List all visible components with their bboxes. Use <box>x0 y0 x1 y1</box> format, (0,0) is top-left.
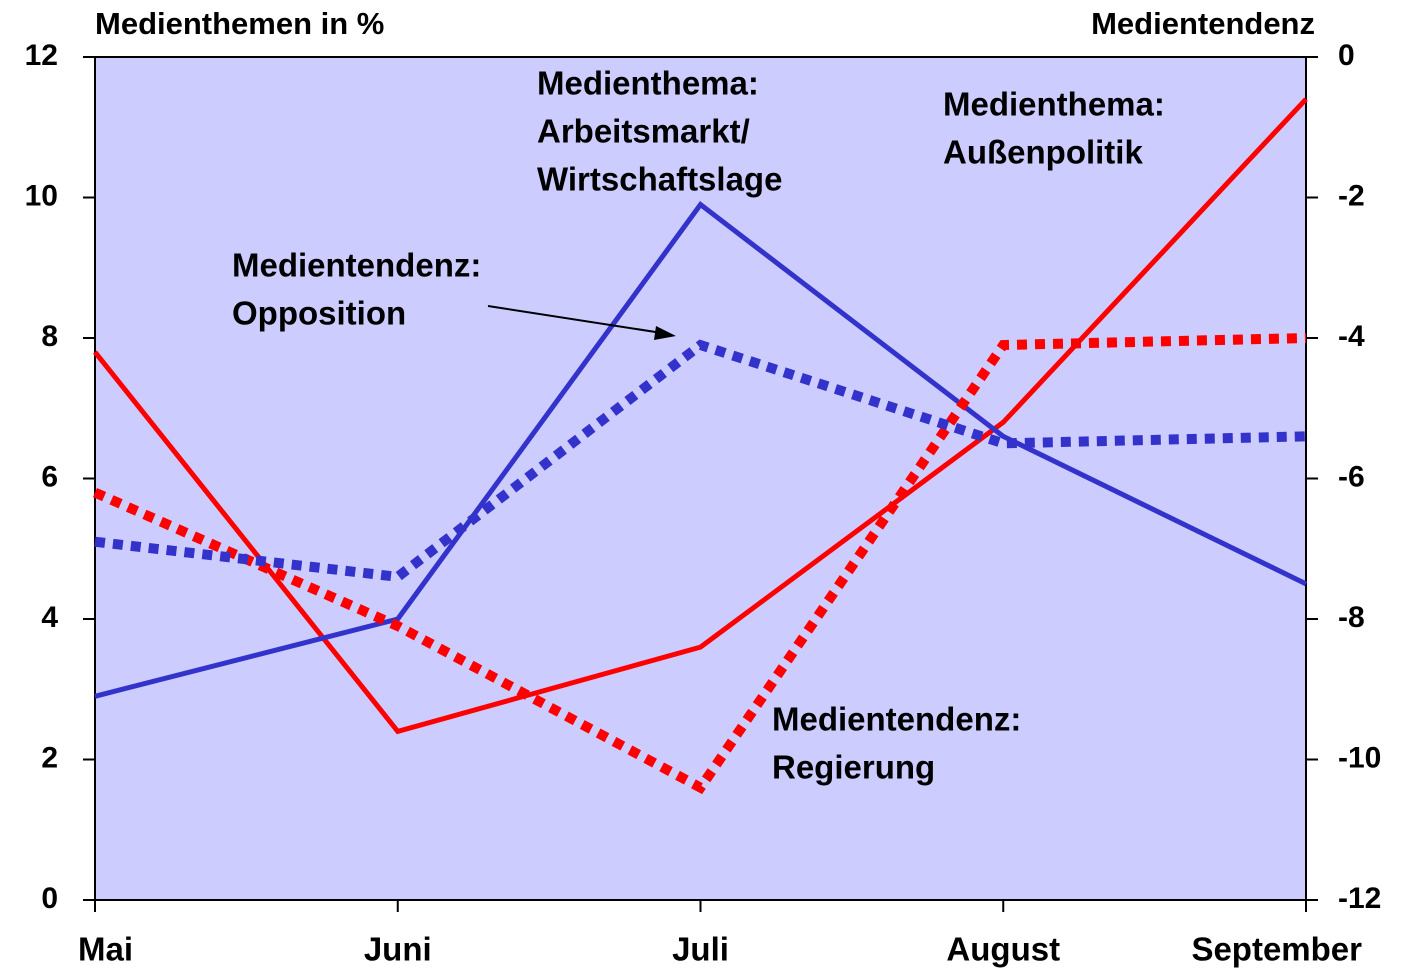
y2-tick-label: -2 <box>1338 179 1365 212</box>
series-line <box>92 333 1307 795</box>
x-tick-label: Juli <box>672 931 729 968</box>
y-tick-label: 0 <box>41 882 58 915</box>
annotation: Wirtschaftslage <box>537 161 782 198</box>
y2-axis-label: Medientendenz <box>1091 6 1315 41</box>
series-line <box>94 200 1308 699</box>
plot-area <box>94 56 1307 901</box>
annotation: Regierung <box>772 749 935 786</box>
annotation: Medientendenz: <box>772 701 1021 738</box>
annotation: Medienthema: <box>943 86 1165 123</box>
y2-tick-label: 0 <box>1338 39 1355 72</box>
series-line <box>93 97 1308 735</box>
y-tick-label: 2 <box>41 741 58 774</box>
x-tick-label: August <box>946 931 1060 968</box>
y-tick-label: 8 <box>41 320 58 353</box>
y-tick-label: 12 <box>25 39 58 72</box>
y-axis-label: Medienthemen in % <box>95 6 384 41</box>
x-tick-label: September <box>1191 931 1362 968</box>
x-tick-label: Mai <box>78 931 133 968</box>
y-tick-label: 6 <box>41 460 58 493</box>
annotation: Opposition <box>232 295 406 332</box>
annotation: Medienthema: <box>537 65 759 102</box>
y2-tick-label: -12 <box>1338 882 1381 915</box>
y2-tick-label: -8 <box>1338 601 1365 634</box>
annotation: Arbeitsmarkt/ <box>537 113 750 150</box>
x-tick-label: Juni <box>364 931 432 968</box>
arrow-head <box>654 326 676 340</box>
annotation: Medientendenz: <box>232 247 481 284</box>
y2-tick-label: -10 <box>1338 741 1381 774</box>
y-tick-label: 10 <box>25 179 58 212</box>
series-line <box>94 339 1307 583</box>
y2-tick-label: -4 <box>1338 320 1365 353</box>
y-tick-label: 4 <box>41 601 58 634</box>
annotation: Außenpolitik <box>943 134 1143 171</box>
arrow-line <box>487 305 663 334</box>
y2-tick-label: -6 <box>1338 460 1365 493</box>
